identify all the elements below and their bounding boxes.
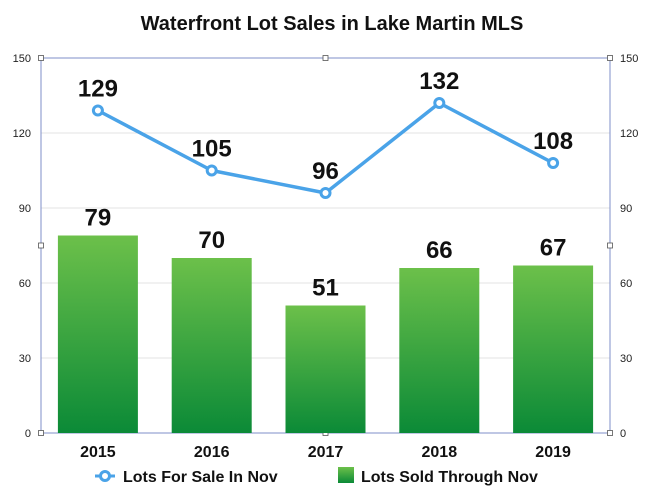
line-point	[433, 97, 446, 109]
line-point	[547, 157, 560, 169]
x-tick-label: 2015	[80, 444, 116, 461]
bar	[399, 268, 480, 433]
x-tick-label: 2016	[194, 444, 230, 461]
line-series	[91, 97, 560, 199]
legend-label-bar: Lots Sold Through Nov	[361, 469, 538, 486]
line-point	[205, 164, 218, 177]
y-tick-label-left: 150	[13, 53, 31, 65]
frame-handle	[607, 430, 613, 436]
axes: 0 30 60 90 120 150 0 30 60 90 120 150 2015 2016 2017 20…	[13, 53, 639, 461]
line-data-label: 105	[192, 136, 232, 163]
legend-bar-swatch	[338, 467, 354, 483]
y-tick-label-right: 0	[620, 428, 626, 440]
bar	[285, 305, 366, 433]
frame-handle	[38, 242, 44, 249]
y-tick-label-right: 30	[620, 353, 632, 365]
legend-label-line: Lots For Sale In Nov	[123, 469, 278, 486]
legend-item-bar: Lots Sold Through Nov	[338, 467, 538, 486]
line-data-label: 108	[533, 128, 573, 155]
line-point	[319, 187, 332, 199]
y-tick-label-right: 150	[620, 53, 638, 65]
bar	[171, 258, 252, 433]
x-tick-label: 2017	[308, 444, 344, 461]
line-point	[91, 104, 104, 117]
bar	[513, 265, 594, 433]
y-tick-label-left: 30	[19, 353, 31, 365]
line-data-label: 129	[78, 76, 118, 103]
y-tick-label-left: 60	[19, 278, 31, 290]
legend: Lots For Sale In Nov Lots Sold Through N…	[95, 467, 538, 486]
bar-data-label: 66	[426, 237, 453, 264]
bar-data-label: 79	[85, 205, 112, 232]
line-data-label: 96	[312, 158, 339, 185]
y-tick-label-right: 60	[620, 278, 632, 290]
bar-series	[57, 235, 594, 433]
x-tick-label: 2018	[422, 444, 458, 461]
frame-handle	[607, 242, 613, 249]
frame-handle	[38, 430, 44, 436]
x-tick-label: 2019	[535, 444, 571, 461]
bar-data-label: 51	[312, 275, 339, 302]
y-tick-label-right: 120	[620, 128, 638, 140]
frame-handle	[38, 55, 44, 61]
y-tick-label-left: 120	[13, 128, 31, 140]
bar-data-label: 70	[198, 227, 225, 254]
frame-handle	[322, 55, 329, 61]
legend-item-line: Lots For Sale In Nov	[95, 469, 278, 486]
legend-line-marker	[99, 470, 111, 482]
chart-title: Waterfront Lot Sales in Lake Martin MLS	[141, 13, 524, 35]
bar	[57, 235, 138, 433]
y-tick-label-right: 90	[620, 203, 632, 215]
line-data-label: 132	[419, 68, 459, 95]
bar-data-label: 67	[540, 235, 567, 262]
y-tick-label-left: 90	[19, 203, 31, 215]
data-labels: 79 70 51 66 67 129 105 96 132 108	[78, 68, 573, 302]
frame-handle	[607, 55, 613, 61]
y-tick-label-left: 0	[25, 428, 31, 440]
